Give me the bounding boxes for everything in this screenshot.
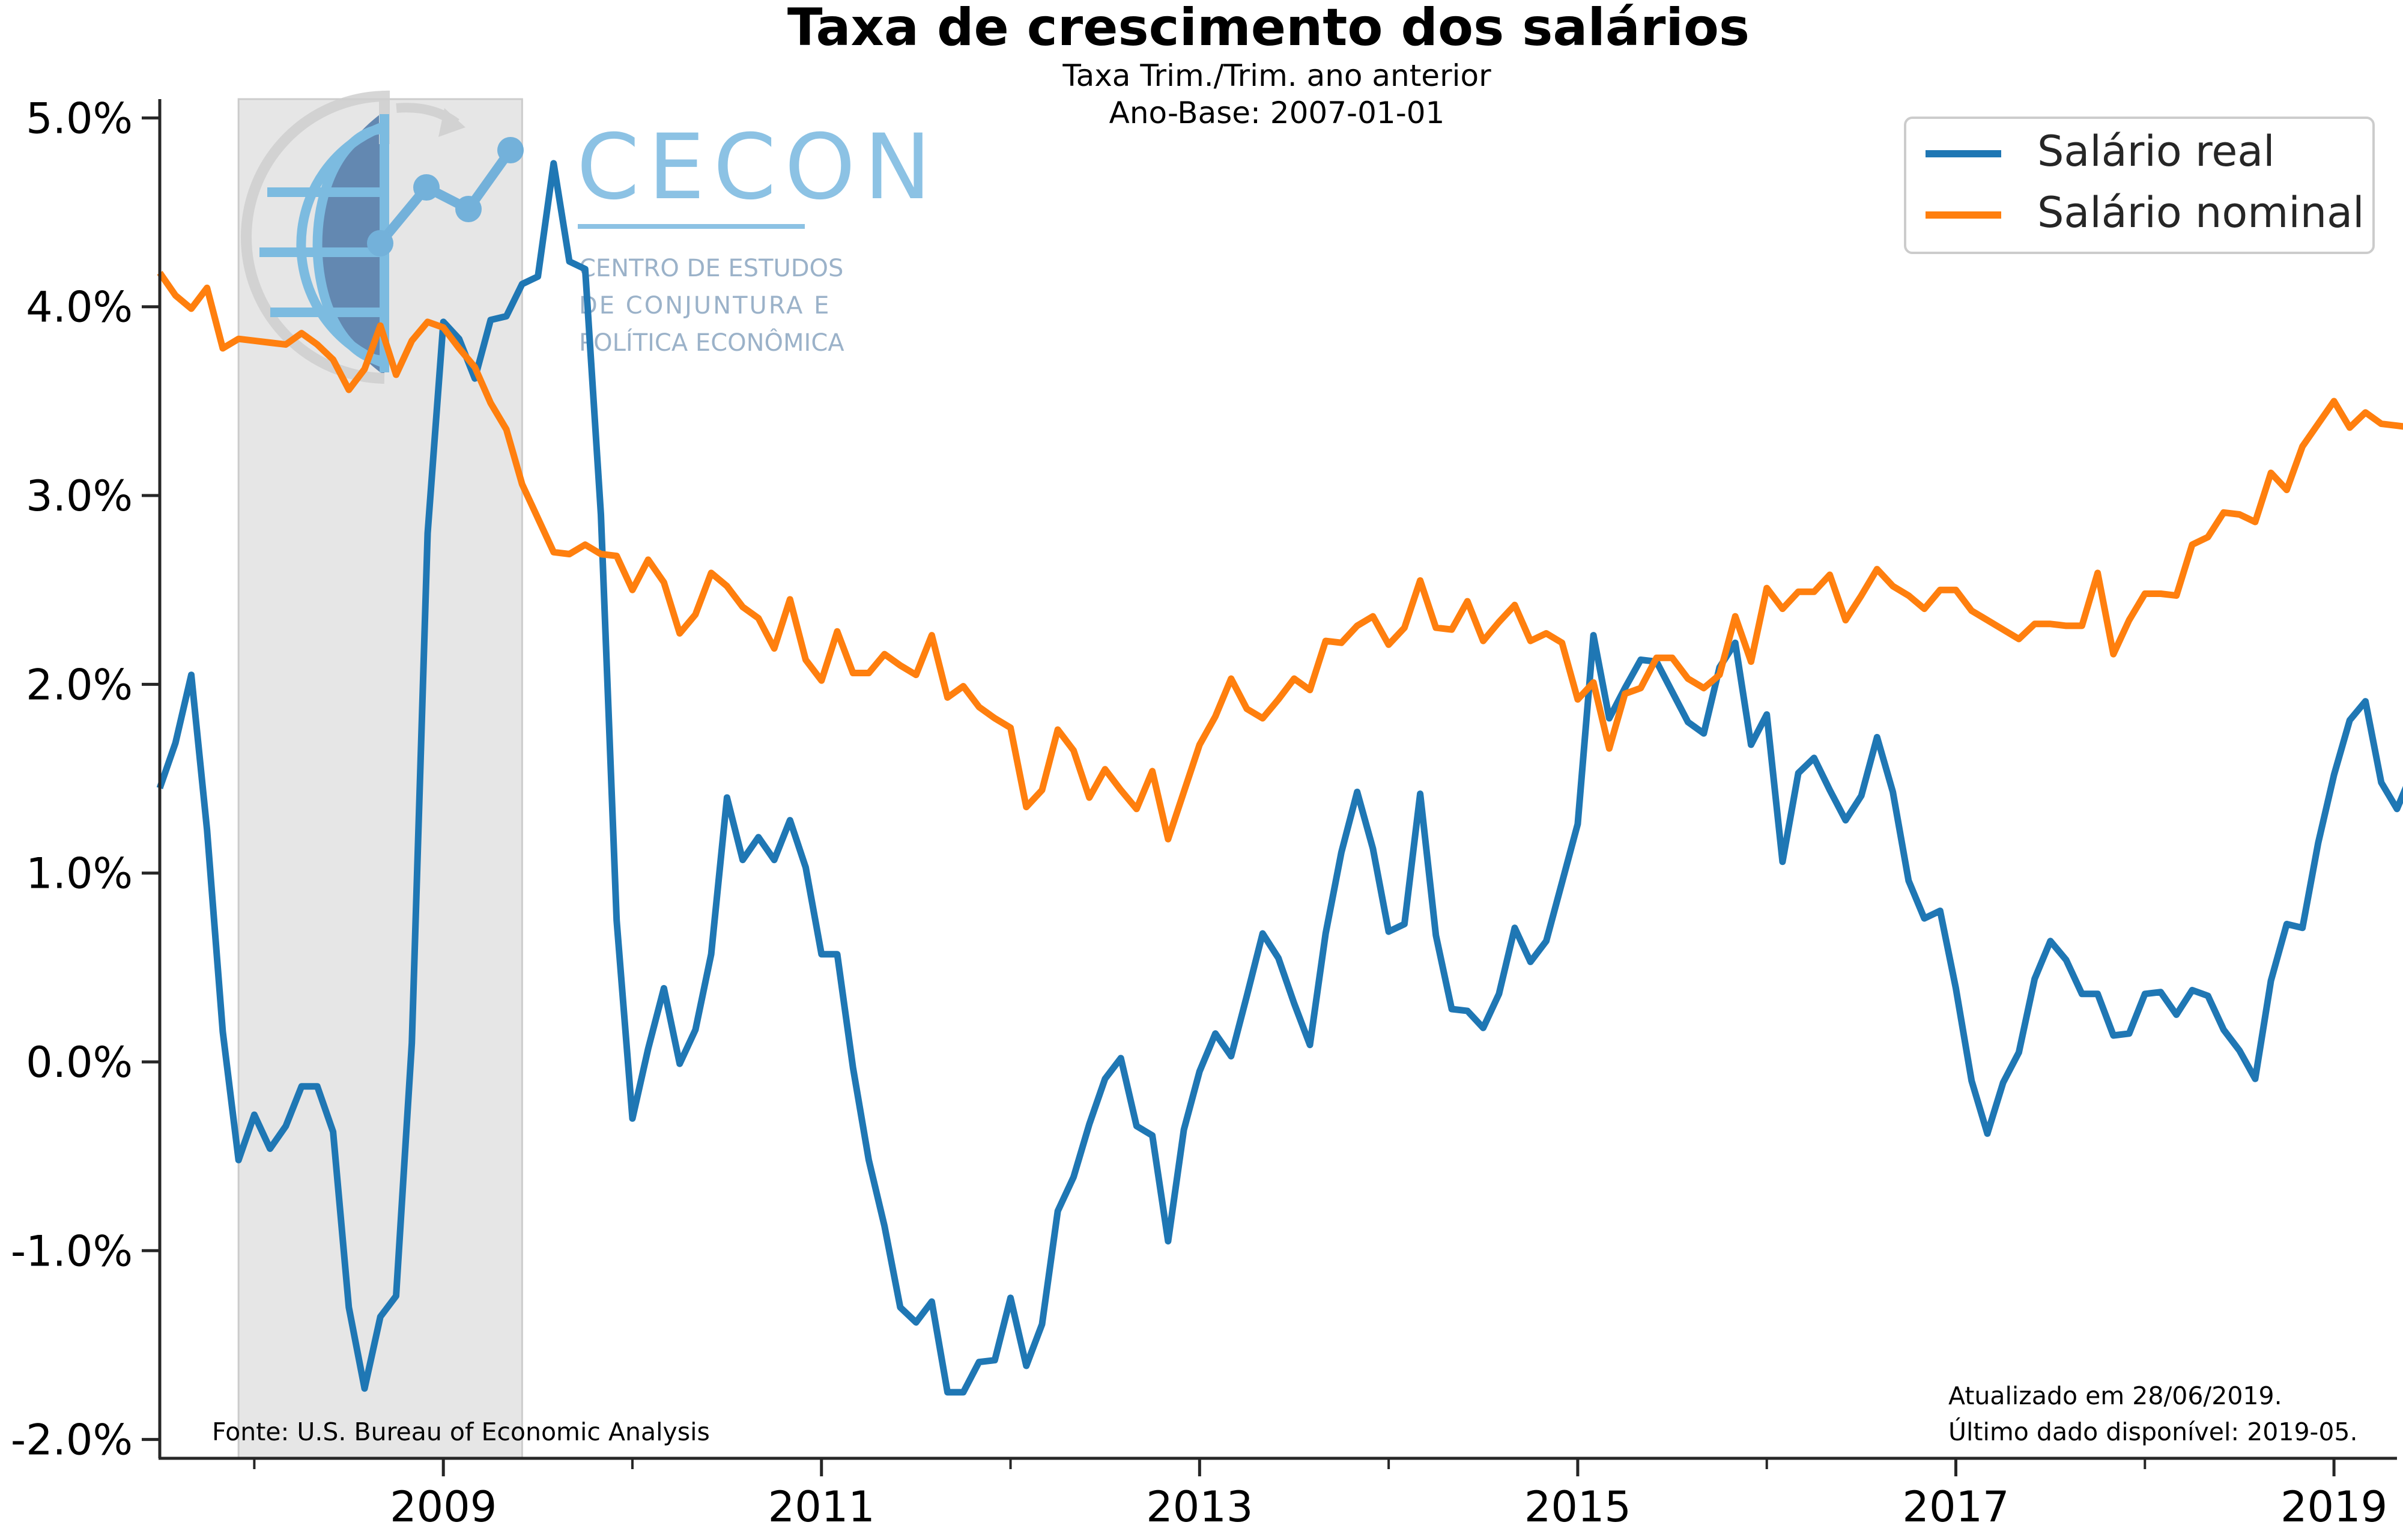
x-tick-label: 2009 xyxy=(390,1482,497,1532)
x-tick-label: 2015 xyxy=(1524,1482,1631,1532)
legend: Salário real Salário nominal xyxy=(1904,117,2375,254)
chart-title: Taxa de crescimento dos salários xyxy=(787,0,1750,58)
logo-line-1: CENTRO DE ESTUDOS xyxy=(579,255,843,282)
y-tick-label: -2.0% xyxy=(11,1416,133,1465)
source-note: Fonte: U.S. Bureau of Economic Analysis xyxy=(212,1417,710,1446)
logo-line-2: DE CONJUNTURA E xyxy=(579,292,831,320)
x-tick-label: 2013 xyxy=(1146,1482,1253,1532)
logo-line-3: POLÍTICA ECONÔMICA xyxy=(579,328,844,357)
y-tick-label: 5.0% xyxy=(26,94,133,143)
legend-label-nominal: Salário nominal xyxy=(2037,188,2365,237)
series-layer xyxy=(156,160,2403,1396)
y-tick-label: 3.0% xyxy=(26,471,133,521)
chart-subtitle-line-2: Ano-Base: 2007-01-01 xyxy=(1109,95,1445,130)
x-tick-label: 2017 xyxy=(1902,1482,2009,1532)
y-tick-label: 1.0% xyxy=(26,849,133,899)
y-ticks: -2.0% -1.0% 0.0% 1.0% 2.0% 3.0% 4.0% 5.0% xyxy=(11,94,160,1465)
x-ticks: 2009 2011 2013 2015 2017 2019 xyxy=(253,1458,2387,1532)
legend-box xyxy=(1904,117,2375,254)
y-tick-label: 4.0% xyxy=(26,283,133,332)
last-data-note: Último dado disponível: 2019-05. xyxy=(1948,1417,2358,1446)
series-line-real xyxy=(156,160,2403,1396)
x-tick-label: 2019 xyxy=(2280,1482,2387,1532)
series-line-nominal xyxy=(157,271,2403,843)
chart-subtitle-line-1: Taxa Trim./Trim. ano anterior xyxy=(1062,58,1491,93)
cecon-logo: CECON CENTRO DE ESTUDOS DE CONJUNTURA E … xyxy=(240,90,940,384)
x-tick-label: 2011 xyxy=(768,1482,875,1532)
y-tick-label: 2.0% xyxy=(26,660,133,709)
logo-name: CECON xyxy=(577,115,940,220)
legend-label-real: Salário real xyxy=(2037,127,2275,176)
updated-note: Atualizado em 28/06/2019. xyxy=(1948,1381,2282,1410)
y-tick-label: 0.0% xyxy=(26,1038,133,1087)
y-tick-label: -1.0% xyxy=(11,1226,133,1276)
